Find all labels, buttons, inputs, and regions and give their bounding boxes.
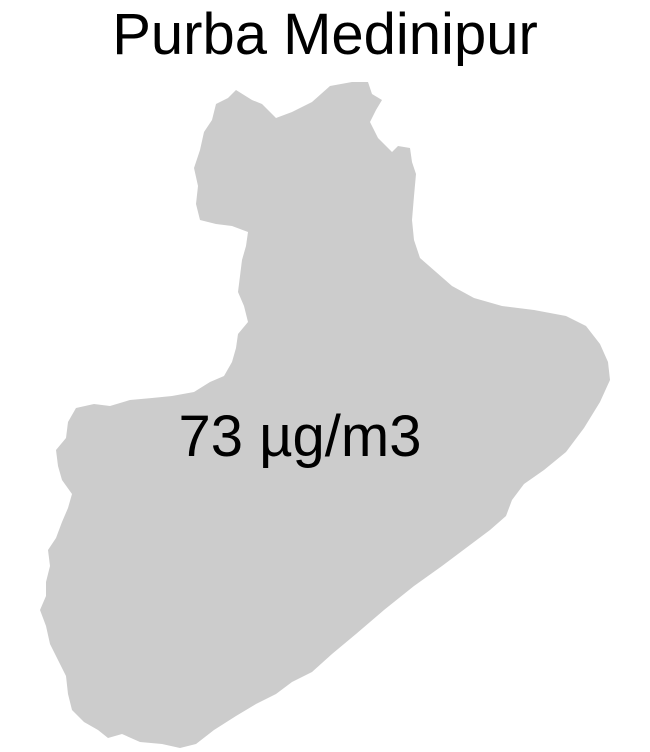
district-region-shape	[40, 82, 610, 748]
map-title: Purba Medinipur	[112, 2, 538, 67]
pollution-value-label: 73 µg/m3	[178, 404, 422, 469]
